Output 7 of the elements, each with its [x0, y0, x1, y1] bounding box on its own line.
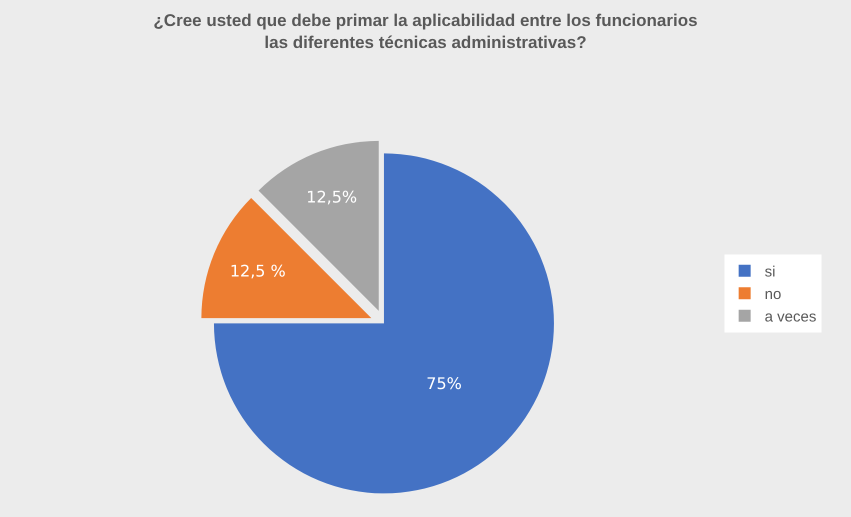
legend-label: no — [764, 286, 782, 304]
data-label: 12,5 % — [230, 262, 286, 281]
legend-label: si — [764, 264, 776, 281]
data-label: 75% — [426, 374, 462, 393]
chart-title: ¿Cree usted que debe primar la aplicabilidad entre los funcionarios las diferentes técnicas administrativas? — [153, 10, 698, 52]
legend-label: a veces — [764, 308, 816, 326]
data-label: 12,5% — [306, 188, 358, 207]
